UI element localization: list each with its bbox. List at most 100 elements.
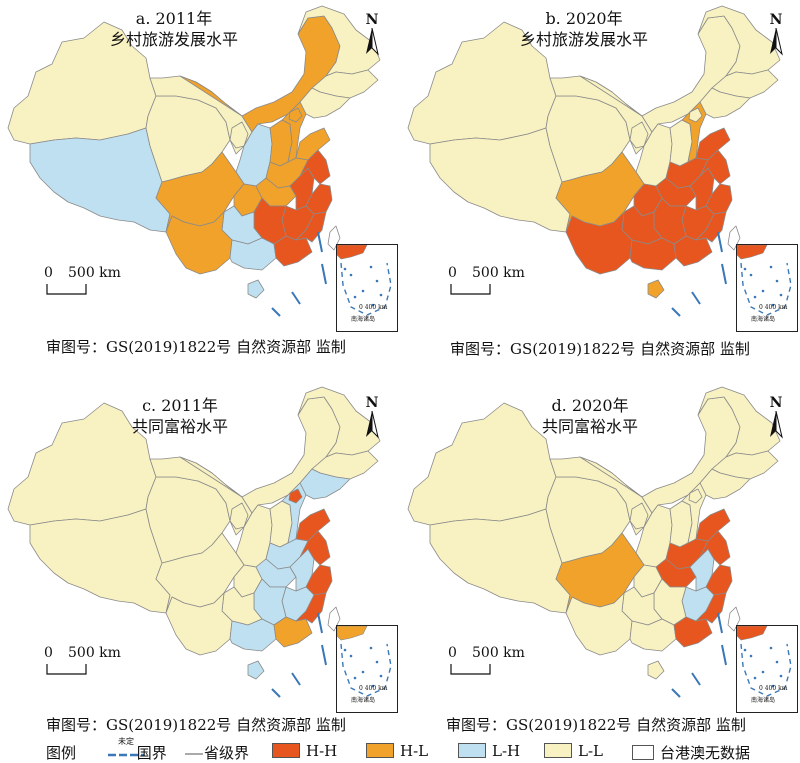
panel-title-metric: 共同富裕水平 — [132, 417, 229, 436]
island-dot — [779, 293, 783, 297]
province-guangdong — [673, 235, 713, 267]
province-fujian — [295, 592, 327, 624]
national-border-icon — [108, 753, 144, 757]
panel-title: b. 2020年 乡村旅游发展水平 — [520, 8, 648, 50]
legend-ll-label: L-L — [578, 742, 603, 760]
boundary-dash — [317, 231, 323, 253]
boundary-dash — [291, 291, 301, 305]
inset-label: 南海诸岛 — [751, 697, 776, 704]
review-number: 审图号：GS(2019)1822号 自然资源部 监制 — [46, 338, 346, 356]
province-guangxi — [629, 618, 677, 652]
island-dot — [749, 273, 753, 277]
boundary-dash — [271, 688, 281, 698]
map-panel-d: d. 2020年 共同富裕水平 N 0 500 km 0 400 km 南海诸岛… — [400, 381, 800, 753]
island-dot — [353, 295, 357, 299]
island-dot — [379, 293, 383, 297]
inset-scale: 0 400 km — [359, 685, 388, 692]
inset-map — [337, 626, 392, 697]
map-d — [407, 386, 781, 698]
province-tibet — [429, 127, 571, 233]
legend-hh: H-H — [272, 742, 337, 760]
legend-ll: L-L — [544, 742, 603, 760]
island-dot — [761, 289, 765, 293]
province-tibet — [29, 508, 171, 614]
map-panel-c: c. 2011年 共同富裕水平 N 0 500 km 0 400 km 南海诸岛… — [0, 381, 400, 753]
scale-zero: 0 — [44, 645, 53, 661]
boundary-dash — [717, 612, 723, 634]
province-yunnan — [165, 592, 233, 656]
boundary-dash — [317, 612, 323, 634]
legend-lh-label: L-H — [492, 742, 521, 760]
map-panel-b: b. 2020年 乡村旅游发展水平 N 0 500 km 0 400 km 南海… — [400, 0, 800, 372]
map-panel-a: a. 2011年 乡村旅游发展水平 N 0 500 km 0 400 km 南海… — [0, 0, 400, 372]
island-dot — [361, 289, 365, 293]
province-hainan — [247, 279, 265, 299]
province-fujian — [695, 211, 727, 243]
island-dot — [349, 654, 353, 658]
north-label: N — [365, 12, 379, 28]
inset-coast — [337, 245, 368, 260]
province-sichuan — [555, 532, 645, 614]
island-dot — [771, 684, 775, 688]
island-dot — [361, 670, 365, 674]
coastal-boundary — [271, 612, 327, 698]
province-jiangsu — [699, 149, 731, 185]
province-guangdong — [273, 235, 313, 267]
province-jiangsu — [699, 530, 731, 566]
north-arrow-icon — [770, 410, 783, 439]
boundary-dash — [321, 263, 327, 285]
province-liaoning — [299, 87, 351, 119]
boundary-dash — [271, 307, 281, 317]
review-number: 审图号：GS(2019)1822号 自然资源部 监制 — [450, 340, 750, 358]
panel-title-year: c. 2011年 — [142, 396, 218, 415]
scale-bar-icon — [450, 284, 491, 295]
inset-label: 南海诸岛 — [751, 316, 776, 323]
north-label: N — [769, 12, 783, 28]
scale-bar-icon — [450, 664, 491, 675]
south-china-sea-inset: 0 400 km 南海诸岛 — [736, 625, 798, 713]
province-beijing — [288, 488, 303, 504]
lh-swatch — [458, 743, 486, 758]
review-number: 审图号：GS(2019)1822号 自然资源部 监制 — [446, 716, 746, 734]
panel-title-metric: 乡村旅游发展水平 — [110, 30, 239, 49]
ll-swatch — [544, 743, 572, 758]
north-arrow-icon — [366, 410, 379, 439]
boundary-dash — [721, 263, 727, 285]
island-dot — [753, 676, 757, 680]
province-yunnan — [165, 211, 233, 275]
scale-bar-icon — [46, 664, 87, 675]
inset-scale: 0 400 km — [759, 304, 788, 311]
panel-title-metric: 共同富裕水平 — [542, 417, 639, 436]
south-china-sea-inset: 0 400 km 南海诸岛 — [736, 244, 798, 332]
legend-nodata-label: 台港澳无数据 — [660, 744, 751, 762]
map-a — [7, 5, 381, 317]
boundary-dash — [717, 231, 723, 253]
province-hainan — [247, 660, 265, 680]
inset-map — [737, 245, 792, 316]
inset-label: 南海诸岛 — [351, 697, 376, 704]
inset-boundary — [740, 262, 792, 316]
island-dot — [369, 265, 373, 269]
panel-title-year: a. 2011年 — [135, 9, 213, 28]
inset-map — [337, 245, 392, 316]
inset-label: 南海诸岛 — [351, 316, 376, 323]
nodata-swatch — [632, 745, 654, 760]
legend: 图例 未定 国界 省级界 H-H H-L L-H L-L 台港澳无数据 — [0, 737, 800, 763]
province-guangdong — [273, 616, 313, 648]
province-yunnan — [565, 592, 633, 656]
province-liaoning — [699, 468, 751, 500]
north-arrow: N — [362, 395, 382, 443]
island-dot — [775, 279, 779, 283]
island-dot — [753, 295, 757, 299]
province-beijing — [688, 488, 703, 504]
province-beijing — [288, 107, 303, 123]
province-guangxi — [229, 237, 277, 271]
island-dot — [769, 265, 773, 269]
island-dot — [743, 267, 747, 271]
boundary-dash — [671, 688, 681, 698]
boundary-dash — [691, 291, 701, 305]
province-tibet — [29, 127, 171, 233]
island-dot — [761, 670, 765, 674]
island-dot — [371, 684, 375, 688]
panel-title: a. 2011年 乡村旅游发展水平 — [110, 8, 238, 50]
